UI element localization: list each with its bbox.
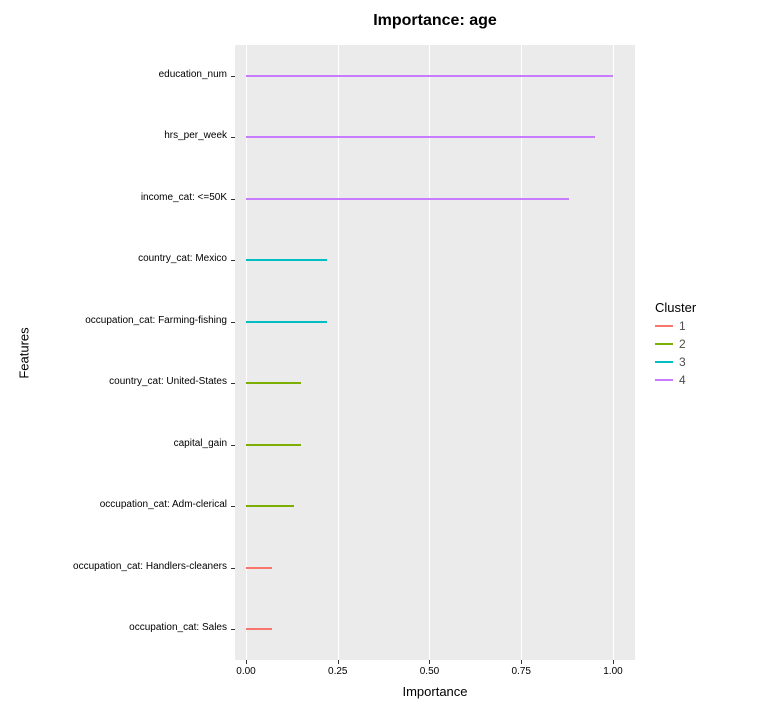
bar (246, 567, 272, 569)
y-tick-mark (231, 260, 235, 261)
x-tick-mark (429, 660, 430, 664)
bar (246, 505, 294, 507)
legend-item: 4 (655, 373, 696, 387)
y-tick-mark (231, 322, 235, 323)
chart-container: Importance: age Features Importance Clus… (0, 0, 775, 715)
legend-swatch (655, 325, 673, 327)
bar (246, 259, 327, 261)
gridline-v (613, 45, 614, 660)
chart-title: Importance: age (335, 12, 535, 30)
x-tick-mark (613, 660, 614, 664)
y-tick-mark (231, 568, 235, 569)
x-tick-mark (246, 660, 247, 664)
y-tick-label: occupation_cat: Farming-fishing (85, 315, 227, 326)
x-tick-mark (521, 660, 522, 664)
y-tick-mark (231, 76, 235, 77)
bar (246, 444, 301, 446)
bar (246, 321, 327, 323)
legend-swatch (655, 361, 673, 363)
plot-panel (235, 45, 635, 660)
bar (246, 198, 569, 200)
y-tick-mark (231, 506, 235, 507)
y-tick-label: capital_gain (174, 438, 227, 449)
y-tick-label: hrs_per_week (164, 130, 227, 141)
legend-item: 3 (655, 355, 696, 369)
x-axis-title: Importance (402, 684, 467, 699)
y-axis-title: Features (17, 327, 32, 378)
legend-title: Cluster (655, 300, 696, 315)
y-tick-label: occupation_cat: Handlers-cleaners (73, 561, 227, 572)
x-tick-label: 0.50 (420, 666, 439, 677)
legend-item: 2 (655, 337, 696, 351)
x-tick-label: 0.25 (328, 666, 347, 677)
legend-swatch (655, 343, 673, 345)
legend-label: 3 (679, 355, 686, 369)
legend-label: 1 (679, 319, 686, 333)
y-tick-label: country_cat: Mexico (138, 253, 227, 264)
legend-item: 1 (655, 319, 696, 333)
y-tick-label: income_cat: <=50K (141, 192, 227, 203)
legend-label: 4 (679, 373, 686, 387)
legend-swatch (655, 379, 673, 381)
y-tick-label: country_cat: United-States (109, 376, 227, 387)
y-tick-mark (231, 137, 235, 138)
y-tick-mark (231, 199, 235, 200)
legend: Cluster 1 2 3 4 (655, 300, 696, 387)
x-tick-label: 0.75 (512, 666, 531, 677)
y-tick-mark (231, 383, 235, 384)
bar (246, 75, 613, 77)
bar (246, 136, 595, 138)
legend-label: 2 (679, 337, 686, 351)
y-tick-mark (231, 629, 235, 630)
y-tick-label: occupation_cat: Sales (129, 622, 227, 633)
y-tick-mark (231, 445, 235, 446)
x-tick-label: 1.00 (603, 666, 622, 677)
x-tick-mark (338, 660, 339, 664)
y-tick-label: education_num (159, 69, 227, 80)
bar (246, 628, 272, 630)
y-tick-label: occupation_cat: Adm-clerical (100, 499, 227, 510)
bar (246, 382, 301, 384)
x-tick-label: 0.00 (236, 666, 255, 677)
